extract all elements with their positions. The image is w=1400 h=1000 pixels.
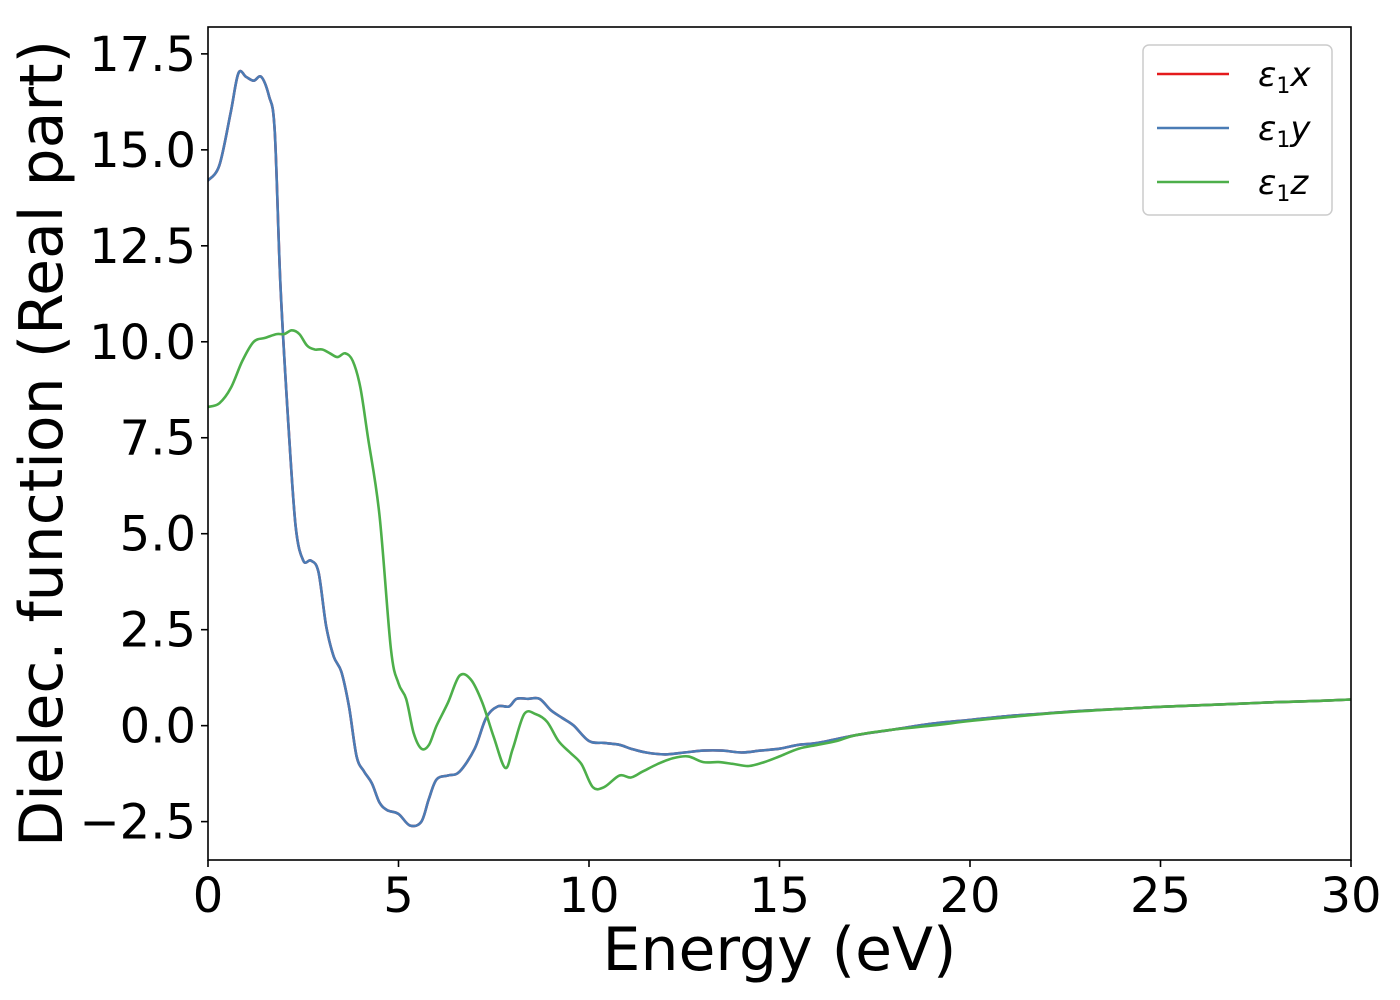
x-tick-label: 10 (558, 868, 619, 924)
x-tick-label: 0 (193, 868, 224, 924)
y-tick-label: 10.0 (89, 315, 196, 371)
y-tick-label: 5.0 (120, 507, 196, 563)
y-axis-ticks: −2.5 0.0 2.5 5.0 7.5 10.0 12.5 15.0 17.5 (79, 27, 208, 851)
x-tick-label: 20 (939, 868, 1000, 924)
x-axis-label: Energy (eV) (603, 915, 957, 985)
plot-frame (207, 26, 1352, 861)
legend-box (1142, 44, 1333, 216)
y-tick-label: 12.5 (89, 219, 196, 275)
legend-label-x: ε1x (1258, 55, 1311, 99)
y-tick-label: 15.0 (89, 123, 196, 179)
x-tick-label: 30 (1320, 868, 1381, 924)
y-tick-label: 0.0 (120, 699, 196, 755)
series-layer (208, 69, 1351, 828)
x-axis-ticks: 0 5 10 15 20 25 30 (193, 860, 1382, 924)
series-line-z (208, 329, 1351, 791)
y-tick-label: 17.5 (89, 27, 196, 83)
x-tick-label: 25 (1130, 868, 1191, 924)
y-tick-label: 7.5 (120, 411, 196, 467)
y-tick-label: 2.5 (120, 603, 196, 659)
x-tick-label: 15 (749, 868, 810, 924)
legend: ε1x ε1y ε1z (1142, 44, 1333, 216)
legend-label-z: ε1z (1258, 163, 1309, 207)
legend-label-y: ε1y (1258, 109, 1311, 153)
y-axis-label: Dielec. function (Real part) (7, 40, 77, 847)
x-tick-label: 5 (383, 868, 414, 924)
y-tick-label: −2.5 (79, 795, 196, 851)
